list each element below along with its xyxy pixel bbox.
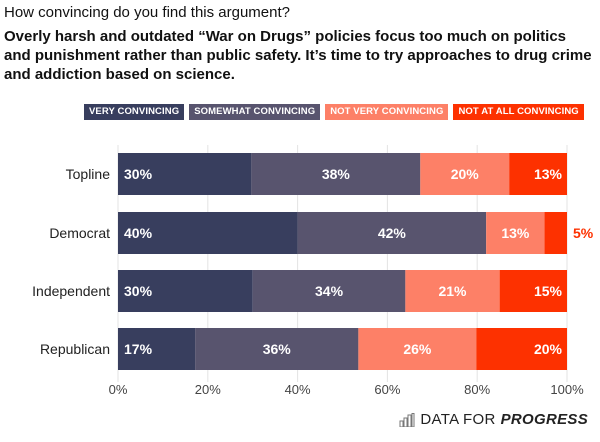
category-label: Topline [66, 166, 111, 182]
bar-segment [195, 328, 359, 370]
data-label: 30% [124, 283, 153, 299]
data-label: 5% [573, 225, 594, 241]
bar-segment [358, 328, 477, 370]
brand-footer: DATA FOR PROGRESS [399, 411, 588, 428]
category-label: Republican [40, 341, 110, 357]
legend: VERY CONVINCING SOMEWHAT CONVINCING NOT … [84, 104, 584, 120]
brand-name-light: DATA FOR [420, 411, 496, 428]
data-label: 36% [263, 341, 292, 357]
data-label: 40% [124, 225, 153, 241]
bar-segment [420, 153, 510, 195]
data-label: 17% [124, 341, 153, 357]
chart-title: How convincing do you find this argument… [4, 4, 290, 21]
legend-not-very-convincing: NOT VERY CONVINCING [325, 104, 449, 120]
data-label: 15% [534, 283, 563, 299]
data-label: 13% [501, 225, 530, 241]
bar-chart-logo-icon [399, 412, 415, 427]
data-label: 13% [534, 166, 563, 182]
bar-segment [486, 212, 545, 254]
bar-segment [252, 270, 406, 312]
chart-subtitle: Overly harsh and outdated “War on Drugs”… [4, 28, 592, 83]
data-label: 21% [438, 283, 467, 299]
bar-segment [297, 212, 487, 254]
x-tick-label: 80% [464, 382, 490, 397]
data-label: 26% [403, 341, 432, 357]
bar-segment [118, 212, 298, 254]
bar-segment [118, 153, 252, 195]
legend-not-at-all-convincing: NOT AT ALL CONVINCING [453, 104, 584, 120]
data-label: 38% [322, 166, 351, 182]
brand-name-bold: PROGRESS [500, 411, 588, 428]
category-label: Democrat [49, 225, 110, 241]
bar-segment [405, 270, 500, 312]
bar-segment [251, 153, 421, 195]
data-label: 20% [451, 166, 480, 182]
data-label: 42% [378, 225, 407, 241]
legend-somewhat-convincing: SOMEWHAT CONVINCING [189, 104, 321, 120]
x-tick-label: 100% [550, 382, 584, 397]
bar-segment [118, 270, 253, 312]
data-label: 20% [534, 341, 563, 357]
bar-segment [544, 212, 567, 254]
bar-segment [118, 328, 196, 370]
bar-segment [476, 328, 567, 370]
legend-very-convincing: VERY CONVINCING [84, 104, 185, 120]
data-label: 34% [315, 283, 344, 299]
x-tick-label: 0% [109, 382, 128, 397]
category-label: Independent [32, 283, 110, 299]
x-tick-label: 40% [285, 382, 311, 397]
bar-segment [509, 153, 567, 195]
x-tick-label: 60% [374, 382, 400, 397]
bar-segment [499, 270, 567, 312]
x-tick-label: 20% [195, 382, 221, 397]
data-label: 30% [124, 166, 153, 182]
